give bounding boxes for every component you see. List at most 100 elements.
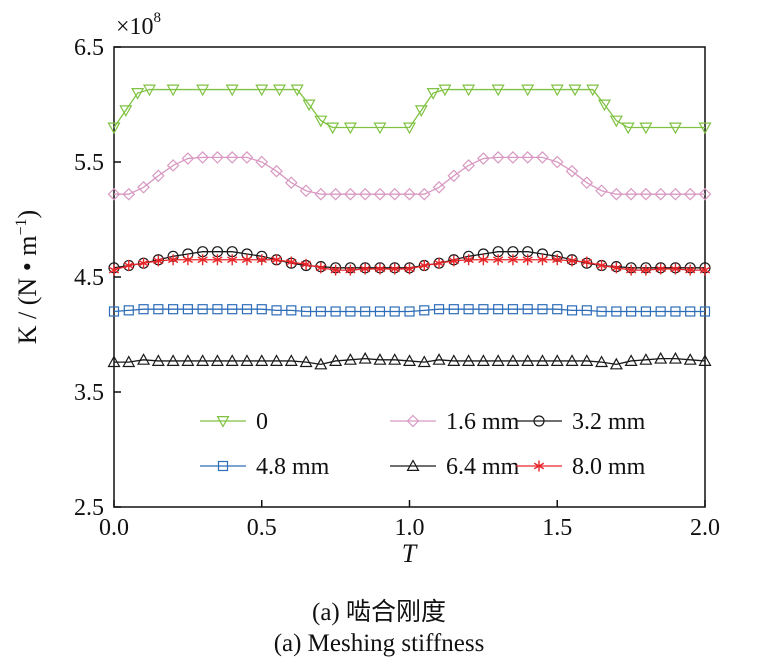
data-point <box>477 152 490 165</box>
data-point <box>373 187 387 201</box>
data-point <box>240 151 254 164</box>
data-point <box>552 254 563 266</box>
data-point <box>404 306 415 317</box>
axis-ticks: 0.0 0.5 1.0 1.5 2.0 2.5 3.5 4.5 5.5 6.5 <box>74 35 720 541</box>
data-point <box>122 187 136 201</box>
data-point <box>522 254 533 266</box>
data-point <box>314 115 328 128</box>
y-multiplier-exponent: 8 <box>154 10 162 26</box>
data-point <box>329 354 343 366</box>
data-point <box>326 122 340 135</box>
data-point <box>344 187 357 201</box>
x-tick-label: 2.0 <box>690 515 720 541</box>
data-point <box>315 306 326 317</box>
data-point <box>507 304 519 315</box>
x-tick-label: 1.5 <box>542 515 572 541</box>
data-point <box>598 99 612 112</box>
data-point <box>168 304 179 315</box>
data-point <box>698 354 712 366</box>
data-point <box>225 151 239 164</box>
data-point <box>389 263 400 275</box>
data-point <box>640 264 652 276</box>
data-point <box>580 354 594 366</box>
x-tick-label: 0.0 <box>99 515 129 541</box>
data-point <box>580 176 594 190</box>
data-point <box>626 306 637 317</box>
data-point <box>225 354 239 366</box>
legend-item: 6.4 mm <box>390 454 520 480</box>
data-point <box>196 151 209 164</box>
data-point <box>611 262 622 274</box>
data-point <box>533 460 545 472</box>
legend-label: 0 <box>256 409 268 435</box>
data-point <box>419 260 430 271</box>
data-point <box>698 122 712 135</box>
data-point <box>522 304 533 315</box>
data-point <box>566 305 578 316</box>
series-4 <box>107 351 712 370</box>
data-point <box>568 84 582 97</box>
data-point <box>108 306 120 317</box>
data-point <box>256 254 267 266</box>
data-point <box>138 257 149 269</box>
y-tick-label: 5.5 <box>74 150 104 176</box>
legend-label: 8.0 mm <box>572 454 646 480</box>
data-point <box>476 354 490 366</box>
data-point <box>419 305 430 316</box>
data-point <box>166 354 180 366</box>
data-point <box>586 84 600 97</box>
data-point <box>181 354 195 366</box>
series-line <box>114 357 706 366</box>
data-point <box>506 151 520 164</box>
data-point <box>491 151 505 164</box>
data-point <box>478 304 489 315</box>
data-point <box>521 354 535 366</box>
data-point <box>685 306 696 317</box>
data-point <box>521 84 535 97</box>
data-point <box>550 155 564 169</box>
data-point <box>537 304 548 315</box>
legend-label: 6.4 mm <box>446 454 520 480</box>
series-5 <box>108 254 711 276</box>
data-point <box>403 187 416 201</box>
data-point <box>654 351 668 364</box>
legend-label: 4.8 mm <box>256 454 330 480</box>
data-point <box>272 84 286 97</box>
y-multiplier: ×108 <box>116 10 161 40</box>
data-point <box>414 105 428 117</box>
data-point <box>639 353 653 365</box>
legend-item: 3.2 mm <box>516 409 646 435</box>
data-point <box>290 84 304 97</box>
data-point <box>374 306 386 317</box>
data-point <box>151 354 165 366</box>
data-point <box>565 354 579 366</box>
data-point <box>256 304 267 315</box>
data-point <box>241 254 253 266</box>
data-point <box>448 304 459 315</box>
y-axis-label-superscript: −1 <box>13 218 30 235</box>
data-point <box>639 187 653 201</box>
chart: 0.0 0.5 1.0 1.5 2.0 2.5 3.5 4.5 5.5 6.5 0 1.6 mm 3.… <box>13 10 720 568</box>
data-point <box>142 84 156 97</box>
data-point <box>358 351 372 364</box>
y-tick-label: 3.5 <box>74 380 104 406</box>
data-point <box>181 152 195 165</box>
data-point <box>302 99 316 112</box>
data-point <box>595 184 608 198</box>
data-point <box>330 264 341 276</box>
data-point <box>284 354 298 366</box>
data-point <box>433 257 445 269</box>
data-point <box>402 354 417 366</box>
svg-text:K / (N • m−1): K / (N • m−1) <box>13 210 42 344</box>
y-axis-label-suffix: ) <box>13 210 42 219</box>
data-point <box>151 169 165 183</box>
data-point <box>609 357 623 370</box>
data-point <box>343 353 357 365</box>
data-point <box>373 353 387 365</box>
data-point <box>107 122 121 135</box>
data-point <box>286 305 297 316</box>
data-point <box>640 306 652 317</box>
data-point <box>404 263 415 275</box>
data-point <box>624 354 638 366</box>
data-point <box>119 105 133 117</box>
